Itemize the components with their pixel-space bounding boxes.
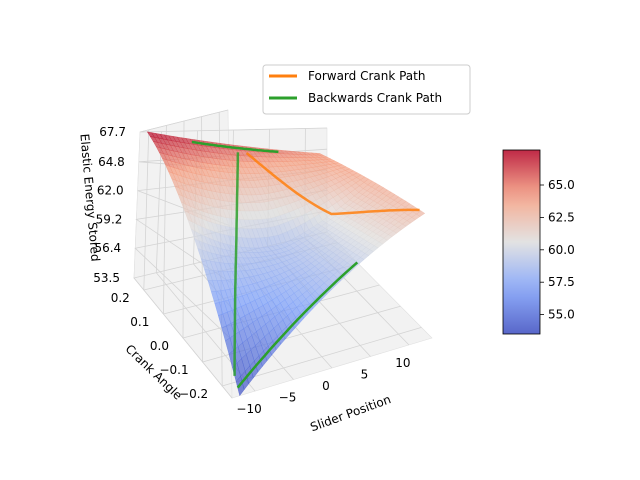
z-tick-label: 56.4 — [94, 241, 121, 255]
y-tick-label: 0.2 — [111, 291, 130, 305]
x-tick-label: 0 — [322, 379, 330, 393]
y-tick-label: 0.0 — [150, 339, 169, 353]
colorbar-frame — [502, 149, 541, 335]
x-tick-label: 10 — [395, 356, 410, 370]
x-tick-label: 5 — [361, 368, 369, 382]
y-tick-label: −0.2 — [179, 387, 208, 401]
colorbar-tick-label: 60.0 — [548, 243, 575, 257]
z-tick-label: 64.8 — [98, 155, 125, 169]
z-tick-label: 62.0 — [97, 184, 124, 198]
backwards-crank-path-back — [191, 140, 279, 154]
y-tick-label: 0.1 — [130, 315, 149, 329]
backwards-crank-path-diagonal — [233, 152, 240, 376]
forward-crank-path — [245, 152, 420, 216]
axis-ticks: −10 −5 0 5 10 −0.2 −0.1 0.00.10.2 53.5 56.4 59.2 62… — [93, 125, 410, 416]
x-tick-label: −10 — [236, 402, 261, 416]
colorbar-gradient — [503, 150, 540, 334]
backwards-crank-path-front — [236, 261, 359, 389]
colorbar: 55.0 57.5 60.0 62.5 65.0 — [502, 149, 575, 335]
legend-label-backwards: Backwards Crank Path — [308, 91, 442, 105]
z-axis-label: Elastic Energy Stored — [77, 133, 102, 262]
colorbar-tick-label: 62.5 — [548, 210, 575, 224]
colorbar-tick-label: 55.0 — [548, 308, 575, 322]
x-tick-label: −5 — [279, 391, 297, 405]
legend-frame — [262, 64, 471, 115]
x-axis-label: Slider Position — [308, 392, 392, 434]
legend: Forward Crank Path Backwards Crank Path — [262, 64, 471, 115]
colorbar-tick-label: 65.0 — [548, 178, 575, 192]
surface-facet — [146, 131, 155, 138]
legend-label-forward: Forward Crank Path — [308, 69, 425, 83]
y-tick-label: −0.1 — [159, 363, 188, 377]
z-tick-label: 67.7 — [99, 125, 126, 139]
grid-line-z — [139, 109, 328, 133]
z-tick-label: 53.5 — [93, 271, 120, 285]
colorbar-tick-label: 57.5 — [548, 275, 575, 289]
crank-paths — [191, 140, 420, 389]
z-tick-label: 59.2 — [96, 212, 123, 226]
